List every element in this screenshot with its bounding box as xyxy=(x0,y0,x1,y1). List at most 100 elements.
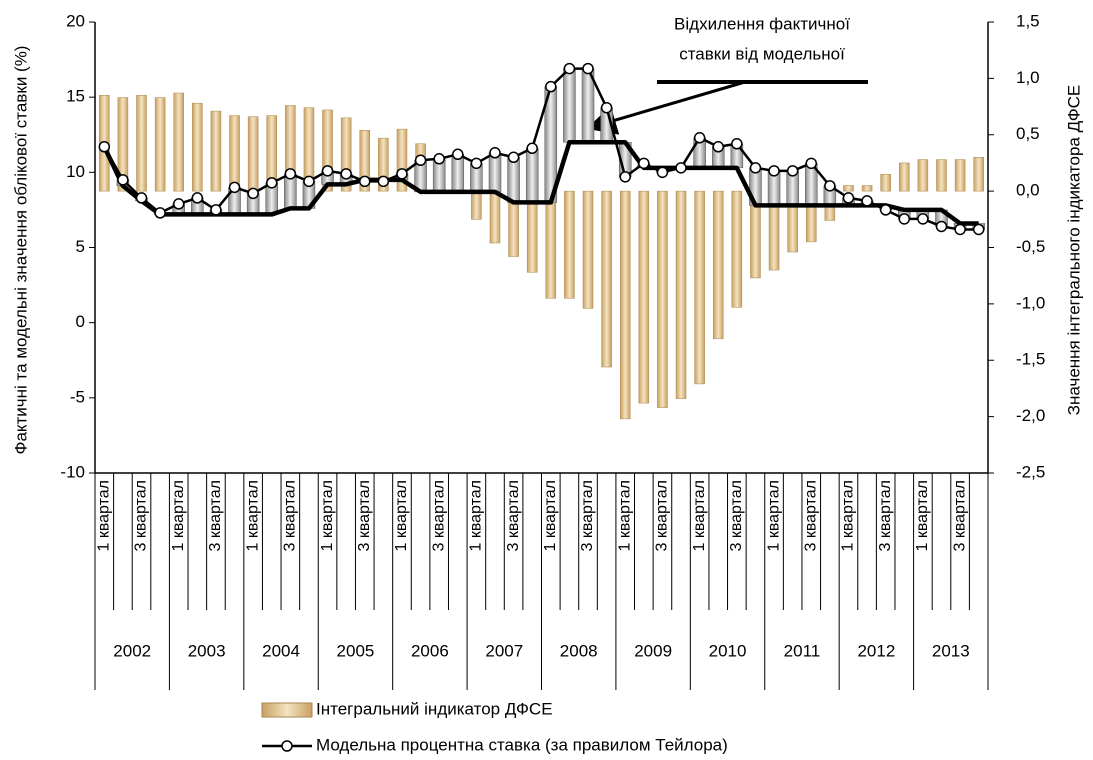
bar xyxy=(192,102,203,192)
marker xyxy=(935,220,948,233)
bar xyxy=(117,97,129,192)
bar xyxy=(340,117,352,192)
x-tick-label: 3 квартал xyxy=(728,480,745,552)
x-tick-label: 1 квартал xyxy=(840,480,857,552)
marker xyxy=(526,142,538,155)
y2-axis-label: Значення інтегрального індикатора ДФСЕ xyxy=(1064,85,1083,416)
year-label: 2011 xyxy=(784,641,821,660)
y-tick-label: -5 xyxy=(70,387,85,406)
x-tick-label: 3 квартал xyxy=(654,480,671,552)
x-tick-label: 3 квартал xyxy=(282,480,299,552)
x-tick-label: 3 квартал xyxy=(356,480,373,552)
y2-tick-label: -2,5 xyxy=(1016,462,1045,481)
bar xyxy=(545,190,557,299)
bar xyxy=(973,157,984,192)
marker xyxy=(172,198,185,210)
marker xyxy=(359,175,371,188)
year-label: 2006 xyxy=(411,641,449,660)
marker xyxy=(191,192,204,204)
y-axis-label: Фактичні та модельні значення облікової … xyxy=(11,46,30,455)
deviation-bar xyxy=(507,157,520,203)
marker xyxy=(210,204,222,216)
marker xyxy=(898,213,911,225)
x-tick-label: 1 квартал xyxy=(319,480,336,552)
bar xyxy=(136,95,147,192)
marker xyxy=(117,174,129,186)
year-label: 2005 xyxy=(337,641,375,660)
marker xyxy=(563,62,576,75)
marker xyxy=(805,157,818,170)
year-label: 2003 xyxy=(188,641,226,660)
x-tick-label: 3 квартал xyxy=(133,480,150,552)
marker xyxy=(396,168,408,180)
bar xyxy=(936,159,947,192)
marker xyxy=(972,223,985,236)
marker xyxy=(675,162,687,174)
year-label: 2002 xyxy=(113,641,151,660)
bar xyxy=(601,190,612,368)
y2-tick-label: -1,0 xyxy=(1016,293,1045,312)
x-tick-label: 1 квартал xyxy=(170,480,187,552)
deviation-bar xyxy=(488,152,502,193)
x-tick-label: 3 квартал xyxy=(951,480,968,552)
bar xyxy=(638,190,650,404)
bar xyxy=(712,190,724,340)
marker xyxy=(303,175,315,188)
bar xyxy=(564,190,575,299)
x-tick-label: 3 квартал xyxy=(207,480,224,552)
marker xyxy=(247,187,259,200)
marker xyxy=(954,223,966,236)
marker xyxy=(321,165,334,177)
x-tick-label: 1 квартал xyxy=(96,480,113,552)
bar xyxy=(322,109,333,192)
x-tick-label: 1 квартал xyxy=(691,480,708,552)
marker xyxy=(917,213,929,225)
x-tick-label: 3 квартал xyxy=(505,480,522,552)
y-tick-label: 5 xyxy=(76,237,85,256)
y-tick-label: -10 xyxy=(60,462,85,481)
marker xyxy=(731,138,743,150)
bar xyxy=(210,110,222,192)
annotation-arrow xyxy=(586,80,746,135)
bar xyxy=(489,190,501,244)
marker xyxy=(228,181,241,194)
year-label: 2013 xyxy=(932,641,970,660)
legend-label: Модельна процентна ставка (за правилом Т… xyxy=(316,735,728,754)
bar xyxy=(359,129,371,192)
marker xyxy=(600,101,613,114)
marker xyxy=(824,180,836,192)
marker xyxy=(693,132,706,144)
x-tick-label: 1 квартал xyxy=(914,480,931,552)
y2-tick-label: 1,5 xyxy=(1016,11,1040,30)
bar xyxy=(229,115,240,192)
annotation: Відхилення фактичної xyxy=(674,14,850,33)
y-tick-label: 15 xyxy=(66,87,85,106)
marker xyxy=(489,147,501,159)
legend-swatch xyxy=(261,702,313,718)
marker xyxy=(377,175,390,188)
y2-tick-label: 0,5 xyxy=(1016,124,1040,143)
marker xyxy=(768,165,780,177)
bar xyxy=(619,190,631,420)
y-tick-label: 20 xyxy=(66,11,85,30)
y2-tick-label: -2,0 xyxy=(1016,406,1045,425)
marker xyxy=(582,62,594,75)
marker xyxy=(638,157,650,170)
marker xyxy=(861,195,873,207)
bar xyxy=(675,190,687,399)
bar xyxy=(917,159,929,192)
marker xyxy=(656,166,669,179)
x-tick-label: 1 квартал xyxy=(393,480,410,552)
x-tick-label: 1 квартал xyxy=(542,480,559,552)
x-tick-label: 1 квартал xyxy=(616,480,633,552)
marker xyxy=(98,141,111,153)
y2-tick-label: -0,5 xyxy=(1016,237,1045,256)
bar xyxy=(247,116,259,192)
marker xyxy=(545,80,557,93)
legend-marker xyxy=(281,740,293,752)
marker xyxy=(154,207,166,219)
marker xyxy=(340,168,352,180)
bar xyxy=(582,190,594,309)
marker xyxy=(452,148,464,161)
